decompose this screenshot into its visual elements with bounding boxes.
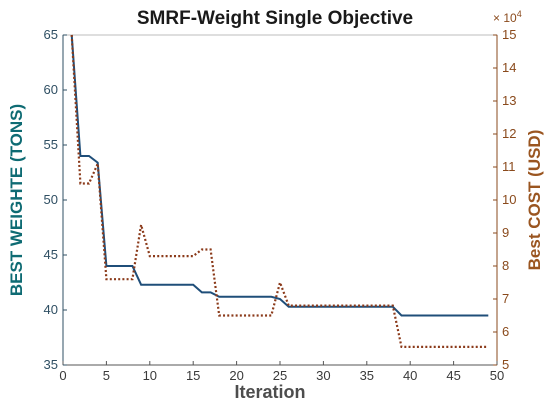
right-axis-multiplier: × 104 [493,9,522,25]
left-tick-label: 55 [44,137,58,152]
left-axis-label: BEST WEIGHTE (TONS) [7,104,26,296]
right-tick-label: 9 [502,225,509,240]
left-tick-label: 40 [44,302,58,317]
right-tick-label: 8 [502,258,509,273]
left-tick-label: 60 [44,82,58,97]
right-tick-label: 6 [502,324,509,339]
x-tick-label: 0 [59,368,66,383]
x-tick-label: 40 [403,368,417,383]
x-tick-label: 15 [186,368,200,383]
right-tick-label: 11 [502,159,516,174]
x-axis-ticks: 0 5 10 15 20 25 30 35 40 45 50 [59,361,504,383]
x-tick-label: 35 [360,368,374,383]
right-tick-label: 12 [502,126,516,141]
left-tick-label: 65 [44,27,58,42]
cost-series-line [70,34,489,348]
chart-title: SMRF-Weight Single Objective [137,8,413,29]
x-tick-label: 10 [143,368,157,383]
right-axis-label: Best COST (USD) [525,130,544,271]
x-tick-label: 25 [273,368,287,383]
left-axis-ticks: 35 40 45 50 55 60 65 [44,27,67,372]
x-axis-label: Iteration [234,382,305,402]
x-tick-label: 45 [446,368,460,383]
right-axis-ticks: 5 6 7 8 9 10 11 12 13 14 15 [493,27,516,372]
left-tick-label: 45 [44,247,58,262]
series-layer [70,34,489,348]
weight-series-line [70,34,489,317]
x-tick-label: 20 [229,368,243,383]
right-tick-label: 13 [502,93,516,108]
x-tick-label: 5 [103,368,110,383]
left-tick-label: 50 [44,192,58,207]
right-tick-label: 5 [502,357,509,372]
right-tick-label: 10 [502,192,516,207]
left-tick-label: 35 [44,357,58,372]
right-tick-label: 7 [502,291,509,306]
right-tick-label: 15 [502,27,516,42]
right-tick-label: 14 [502,60,516,75]
x-tick-label: 30 [316,368,330,383]
x-tick-label: 50 [490,368,504,383]
